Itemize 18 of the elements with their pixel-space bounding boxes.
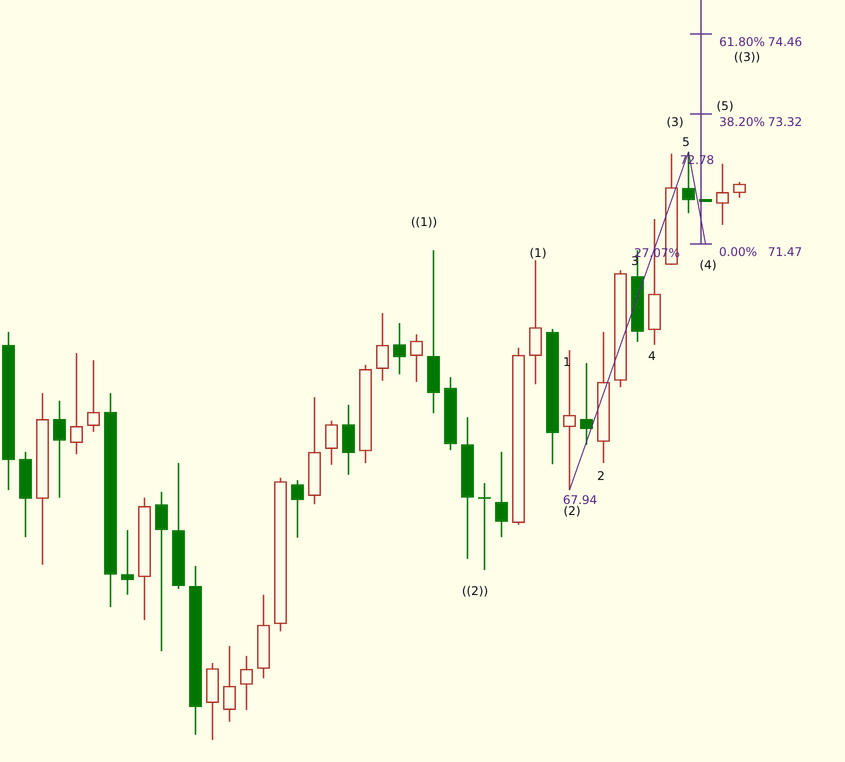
annotation: (4) — [700, 258, 716, 272]
annotation: ((2)) — [462, 584, 488, 598]
text: 61.80% — [719, 35, 765, 49]
annotation: (1) — [530, 246, 546, 260]
text: (3) — [666, 115, 684, 129]
text: 71.47 — [768, 245, 802, 259]
annotation: 0.00% — [718, 245, 758, 259]
annotation: 2 — [597, 469, 605, 483]
annotation: 4 — [648, 349, 656, 363]
text: 5 — [682, 135, 690, 149]
text: 38.20% — [719, 115, 765, 129]
text: 74.46 — [768, 35, 802, 49]
text: (5) — [716, 99, 734, 113]
text: 73.32 — [768, 115, 802, 129]
annotation: (2) — [564, 504, 580, 518]
annotation: 67.94 — [562, 493, 598, 507]
text: ((3)) — [734, 50, 760, 64]
annotation: ((1)) — [410, 215, 438, 229]
